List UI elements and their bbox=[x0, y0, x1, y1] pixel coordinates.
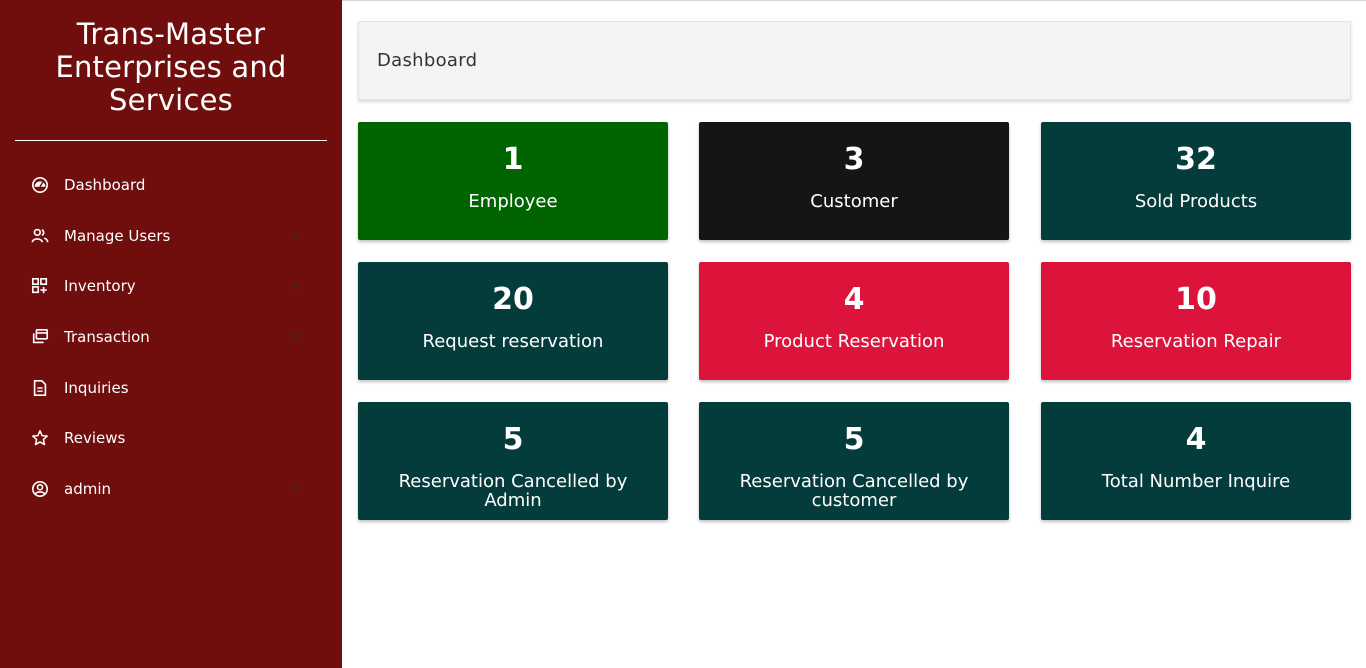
sidebar-item-label: Inventory bbox=[64, 277, 136, 296]
sidebar-item-manage-users[interactable]: Manage Users bbox=[0, 211, 342, 262]
stat-card-reservation-repair[interactable]: 10 Reservation Repair bbox=[1041, 262, 1351, 380]
sidebar-item-label: Transaction bbox=[64, 328, 150, 347]
chevron-down-icon bbox=[290, 283, 302, 290]
sidebar-item-label: Dashboard bbox=[64, 176, 146, 195]
stat-label: Reservation Repair bbox=[1110, 331, 1282, 352]
star-icon bbox=[30, 428, 50, 448]
stat-card-cancelled-by-admin[interactable]: 5 Reservation Cancelled by Admin bbox=[358, 402, 668, 520]
sidebar: Trans-Master Enterprises and Services Da… bbox=[0, 0, 342, 668]
stat-value: 3 bbox=[843, 142, 865, 177]
stat-card-sold-products[interactable]: 32 Sold Products bbox=[1041, 122, 1351, 240]
stat-label: Request reservation bbox=[422, 331, 604, 352]
stat-value: 5 bbox=[502, 422, 524, 457]
sidebar-item-label: Inquiries bbox=[64, 378, 129, 397]
stat-card-product-reservation[interactable]: 4 Product Reservation bbox=[699, 262, 1009, 380]
stat-card-request-reservation[interactable]: 20 Request reservation bbox=[358, 262, 668, 380]
transaction-icon bbox=[30, 327, 50, 347]
document-icon bbox=[30, 378, 50, 398]
stat-card-customer[interactable]: 3 Customer bbox=[699, 122, 1009, 240]
sidebar-item-label: Reviews bbox=[64, 429, 126, 448]
stat-label: Sold Products bbox=[1134, 191, 1258, 212]
stat-card-cancelled-by-customer[interactable]: 5 Reservation Cancelled by customer bbox=[699, 402, 1009, 520]
user-circle-icon bbox=[30, 479, 50, 499]
users-icon bbox=[30, 226, 50, 246]
page-header: Dashboard bbox=[358, 21, 1351, 100]
stat-label: Total Number Inquire bbox=[1101, 471, 1291, 492]
top-divider bbox=[342, 0, 1366, 1]
stat-value: 4 bbox=[1185, 422, 1207, 457]
dashboard-icon bbox=[30, 175, 50, 195]
stat-card-total-inquire[interactable]: 4 Total Number Inquire bbox=[1041, 402, 1351, 520]
sidebar-item-dashboard[interactable]: Dashboard bbox=[0, 160, 342, 211]
stat-card-employee[interactable]: 1 Employee bbox=[358, 122, 668, 240]
sidebar-nav: Dashboard Manage Users Inventory Transac… bbox=[0, 160, 342, 514]
stat-label: Product Reservation bbox=[763, 331, 945, 352]
stat-value: 5 bbox=[843, 422, 865, 457]
sidebar-item-label: admin bbox=[64, 479, 111, 498]
sidebar-item-inventory[interactable]: Inventory bbox=[0, 261, 342, 312]
chevron-down-icon bbox=[290, 334, 302, 341]
stat-label: Customer bbox=[810, 191, 898, 212]
chevron-down-icon bbox=[290, 232, 302, 239]
stat-value: 32 bbox=[1175, 142, 1217, 177]
stat-label: Reservation Cancelled by customer bbox=[739, 471, 969, 511]
stat-label: Reservation Cancelled by Admin bbox=[398, 471, 628, 511]
sidebar-item-label: Manage Users bbox=[64, 226, 171, 245]
stat-value: 20 bbox=[492, 282, 534, 317]
sidebar-item-admin[interactable]: admin bbox=[0, 464, 342, 515]
stat-value: 10 bbox=[1175, 282, 1217, 317]
sidebar-item-transaction[interactable]: Transaction bbox=[0, 312, 342, 363]
sidebar-item-reviews[interactable]: Reviews bbox=[0, 413, 342, 464]
brand-divider bbox=[15, 140, 327, 141]
inventory-icon bbox=[30, 276, 50, 296]
stat-label: Employee bbox=[468, 191, 558, 212]
brand-title: Trans-Master Enterprises and Services bbox=[55, 17, 287, 117]
page-title: Dashboard bbox=[377, 50, 478, 71]
stat-value: 1 bbox=[502, 142, 524, 177]
stat-value: 4 bbox=[843, 282, 865, 317]
sidebar-item-inquiries[interactable]: Inquiries bbox=[0, 362, 342, 413]
chevron-down-icon bbox=[290, 485, 302, 492]
